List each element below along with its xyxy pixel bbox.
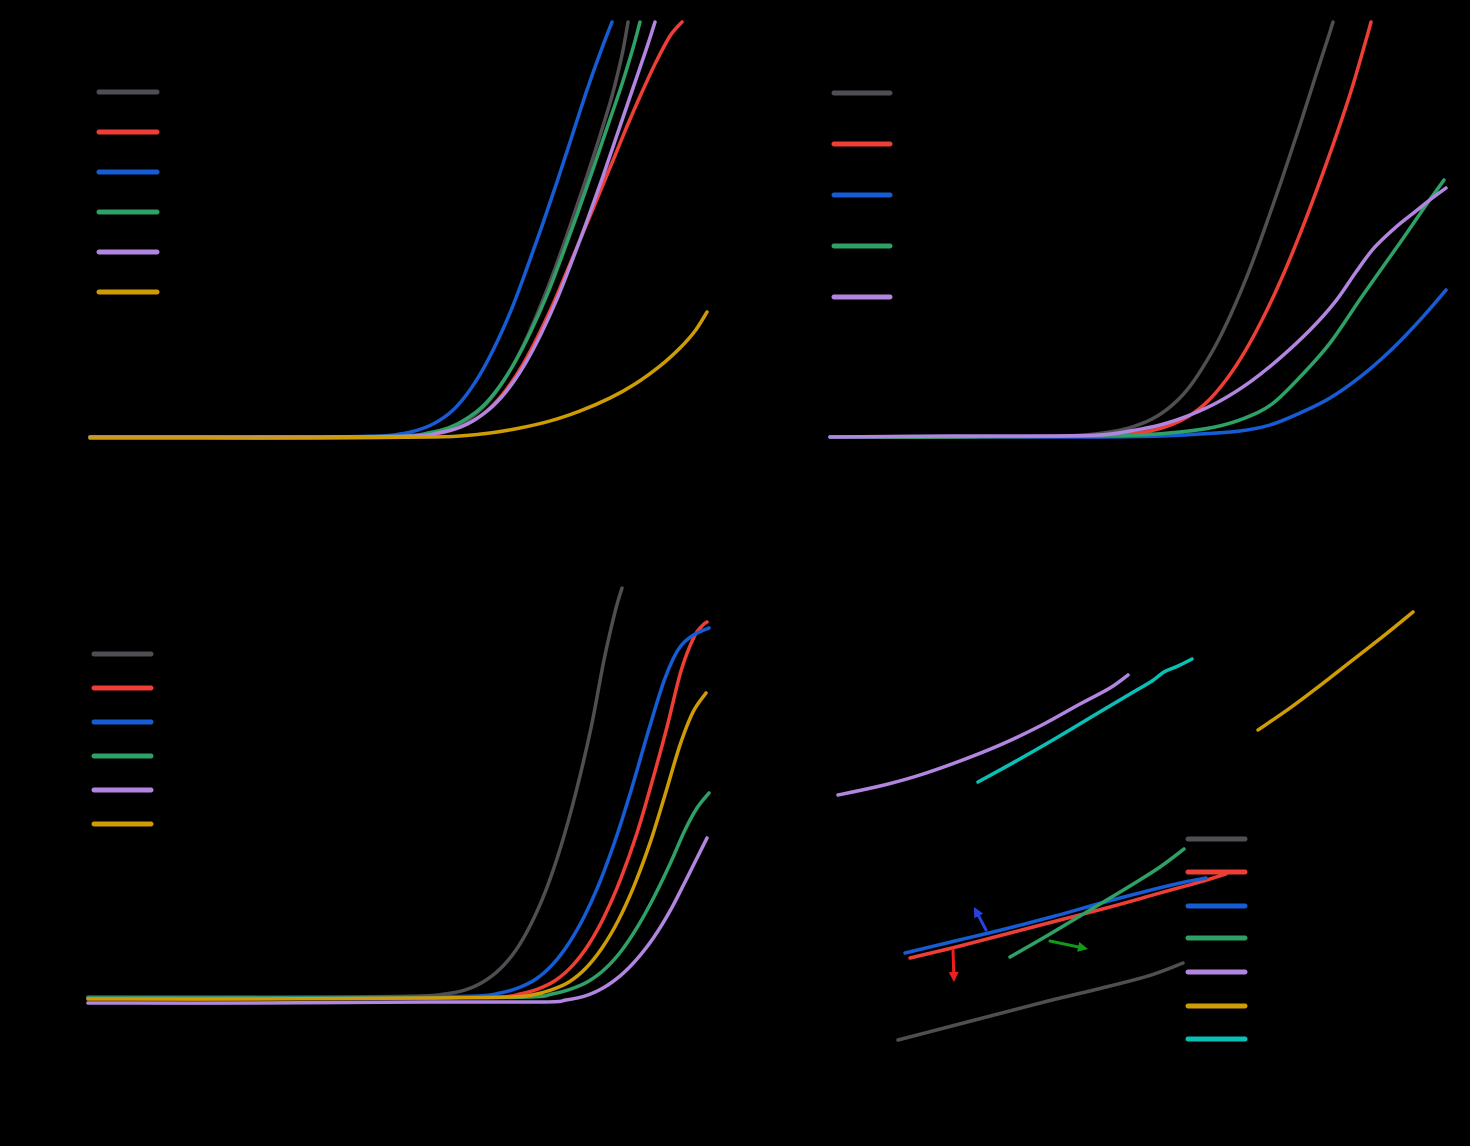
top-left-series-line-gold (88, 310, 709, 440)
top-right-legend (831, 90, 893, 300)
bottom-right-series-line-cyan (976, 657, 1194, 784)
bottom-right-series-line-gray (896, 961, 1185, 1042)
arrow-shaft-green (1048, 939, 1080, 949)
subplot-bottom-left (86, 586, 711, 1005)
arrow-head-green (1077, 942, 1088, 952)
bottom-right-series-line-blue (903, 876, 1208, 955)
bottom-left-legend (91, 651, 154, 827)
arrow-head-blue (974, 907, 984, 919)
subplot-top-right (828, 20, 1448, 439)
subplot-bottom-right (836, 610, 1415, 1042)
bottom-left-series-line-purple (86, 836, 709, 1005)
bottom-right-arrow-green (1048, 939, 1088, 952)
bottom-right-legend (1185, 836, 1248, 1042)
bottom-right-series-line-gold (1256, 610, 1415, 732)
top-right-series-line-purple (828, 186, 1448, 439)
bottom-left-series-line-gold (86, 691, 708, 1001)
bottom-right-series-line-purple (836, 673, 1130, 797)
bottom-right-series-line-green (1008, 847, 1186, 959)
arrow-head-red (948, 971, 959, 982)
bottom-right-arrow-blue (974, 907, 988, 932)
bottom-right-arrow-red (948, 948, 959, 982)
arrow-shaft-red (951, 948, 956, 974)
arrow-shaft-blue (977, 914, 988, 932)
top-left-legend (96, 89, 160, 295)
subplot-top-left (88, 20, 709, 440)
